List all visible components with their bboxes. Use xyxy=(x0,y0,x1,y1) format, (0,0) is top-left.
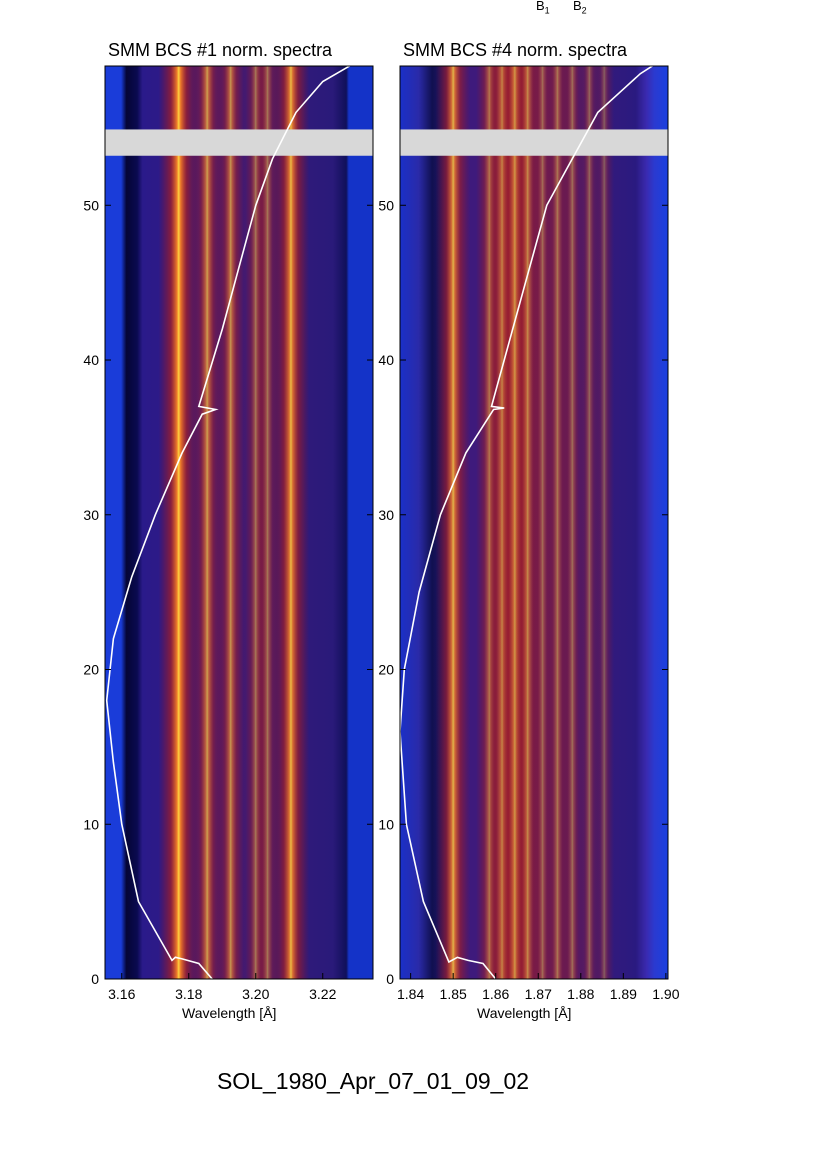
heatmap-bcs1 xyxy=(105,66,373,979)
y-tick-label: 20 xyxy=(83,662,99,678)
x-tick-label: 1.87 xyxy=(525,986,552,1002)
y-tick-label: 10 xyxy=(378,816,394,832)
spectral-line xyxy=(560,66,584,979)
x-tick-label: 1.89 xyxy=(610,986,637,1002)
x-tick-label: 3.16 xyxy=(108,986,135,1002)
y-tick-label: 30 xyxy=(83,507,99,523)
x-tick-label: 3.22 xyxy=(309,986,336,1002)
x-tick-label: 1.85 xyxy=(440,986,467,1002)
plot-frame xyxy=(104,65,374,980)
y-tick-label: 40 xyxy=(83,352,99,368)
y-tick-label: 0 xyxy=(386,971,394,987)
light-curve-overlay xyxy=(105,66,351,979)
x-tick-label: 3.20 xyxy=(242,986,269,1002)
spectral-line xyxy=(272,66,310,979)
event-title: SOL_1980_Apr_07_01_09_02 xyxy=(216,1068,530,1094)
data-gap-band xyxy=(400,129,668,156)
heatmap-bcs4 xyxy=(400,66,668,979)
chart-title-bcs4: SMM BCS #4 norm. spectra xyxy=(403,40,628,60)
y-tick-label: 10 xyxy=(83,816,99,832)
x-tick-label: 1.90 xyxy=(652,986,679,1002)
spectral-line xyxy=(594,66,614,979)
x-axis-label-bcs1: Wavelength [Å] xyxy=(182,1005,277,1021)
x-tick-label: 1.88 xyxy=(567,986,594,1002)
y-tick-label: 0 xyxy=(91,971,99,987)
y-tick-label: 30 xyxy=(378,507,394,523)
spectral-line xyxy=(215,66,246,979)
plot-frame xyxy=(399,65,669,980)
chart-title-bcs1: SMM BCS #1 norm. spectra xyxy=(108,40,333,60)
data-gap-band xyxy=(105,129,373,156)
y-tick-label: 40 xyxy=(378,352,394,368)
spectra-chart: 0 10 20 30 40 50 3.16 3.18 3.20 3.22 0 10 20 30 40 50 1.… xyxy=(83,65,680,1002)
band-label-b2: B2 xyxy=(573,0,587,16)
y-tick-label: 20 xyxy=(378,662,394,678)
x-tick-label: 1.84 xyxy=(397,986,424,1002)
x-tick-label: 1.86 xyxy=(482,986,509,1002)
y-tick-label: 50 xyxy=(378,197,394,213)
x-axis-label-bcs4: Wavelength [Å] xyxy=(477,1005,572,1021)
spectral-line xyxy=(435,66,471,979)
y-tick-label: 50 xyxy=(83,197,99,213)
band-label-b1: B1 xyxy=(536,0,550,16)
x-tick-label: 3.18 xyxy=(175,986,202,1002)
light-curve-overlay xyxy=(400,66,654,979)
